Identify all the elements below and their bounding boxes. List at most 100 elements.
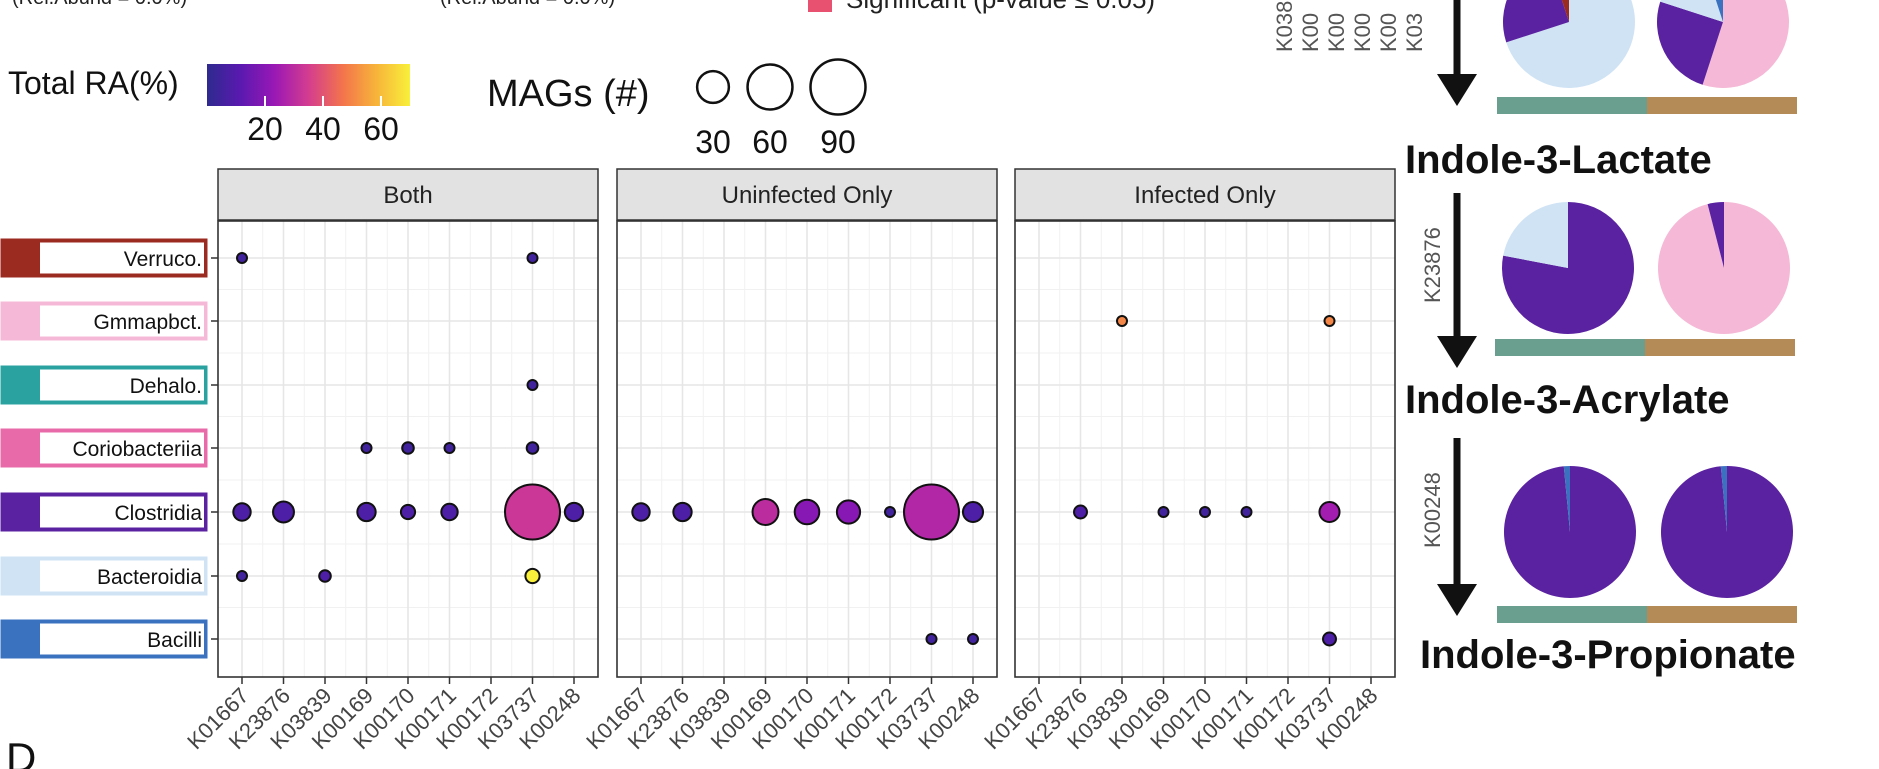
mags-size-legend: 30 60 90: [695, 58, 867, 160]
bubble-point: [563, 501, 585, 523]
class-label-box: [40, 305, 204, 337]
facet-label: Uninfected Only: [722, 182, 893, 209]
total-ra-colorbar: [207, 64, 410, 106]
total-ra-ticks: 20 40 60: [247, 96, 399, 147]
class-label-box: [40, 369, 204, 401]
y-class-label: Bacilli: [147, 629, 202, 652]
pathway-partial-code: K00: [1350, 13, 1375, 52]
facet-strip: [217, 168, 599, 221]
bubble-point: [1073, 504, 1088, 520]
pathway-partial-code: K00: [1298, 13, 1323, 52]
class-label-box: [40, 560, 204, 592]
bubble-point: [236, 570, 248, 582]
facet-strip: [616, 168, 998, 221]
uninfected-group-bar: [1497, 97, 1647, 114]
pathway-product-label: Indole-3-Lactate: [1405, 138, 1712, 182]
pie-slice: [1707, 202, 1724, 268]
uninfected-group-bar: [1497, 606, 1647, 623]
bubble-point: [751, 498, 780, 526]
pie-slice: [1702, 0, 1789, 88]
bubble-point: [525, 441, 540, 455]
bubble-point: [318, 569, 332, 583]
bubble-point: [232, 502, 252, 522]
bubble-point: [440, 502, 459, 522]
bubble-point: [443, 442, 456, 454]
pathway-panel: K038 K00 K00 K00 K00 K03K23876K00248Indole-3-…: [1272, 0, 1797, 677]
pie-slice: [1561, 0, 1569, 22]
bubble-point: [360, 442, 373, 454]
bubble-point: [401, 441, 415, 455]
pathway-partial-code: K03: [1402, 13, 1427, 52]
pathway-partial-code: K038: [1272, 1, 1297, 52]
mags-legend-circle: [746, 63, 794, 111]
pathway-product-label: Indole-3-Acrylate: [1405, 378, 1730, 422]
mags-legend-label: 60: [752, 124, 788, 160]
pathway-arrow-head: [1437, 74, 1477, 106]
bubble-point: [672, 501, 693, 523]
pathway-product-label: Indole-3-Propionate: [1420, 633, 1796, 677]
mags-legend-label: 90: [820, 124, 856, 160]
infected-group-bar: [1645, 339, 1795, 356]
class-label-box: [40, 432, 204, 464]
bubble-point: [1322, 631, 1337, 647]
bubble-point: [526, 379, 539, 391]
bubble-point: [1240, 506, 1253, 518]
pathway-partial-code: K00: [1324, 13, 1349, 52]
infected-group-bar: [1647, 97, 1797, 114]
pathway-arrow-head: [1437, 584, 1477, 616]
y-class-label: Bacteroidia: [97, 566, 202, 589]
y-class-label: Clostridia: [114, 502, 202, 525]
bubble-point: [925, 632, 938, 646]
pie-slice: [1715, 0, 1723, 22]
bubble-point: [526, 252, 539, 264]
partial-rel-abund-left: (Rel.Abund = 0.0%): [12, 0, 187, 9]
bubble-point: [1199, 506, 1211, 518]
pie-slice: [1720, 466, 1727, 532]
bubble-point: [272, 500, 295, 524]
bubble-chart: BothK01667K23876K03839K00169K00170K00171…: [0, 168, 1396, 754]
bubble-point: [236, 252, 248, 264]
bubble-point: [524, 567, 541, 585]
pie-slice: [1657, 1, 1723, 85]
facet-label: Infected Only: [1134, 182, 1275, 209]
y-class-label: Gmmapbct.: [93, 311, 202, 334]
pie-slice: [1502, 202, 1635, 334]
panel-letter: D: [6, 734, 36, 769]
pathway-enzyme-label: K00248: [1420, 472, 1445, 548]
significant-label: Significant (p-value ≤ 0.05): [846, 0, 1155, 14]
mags-legend-circle: [695, 69, 731, 105]
mags-legend-label: 30: [695, 124, 731, 160]
mags-title: MAGs (#): [487, 73, 650, 115]
class-label-box: [40, 496, 204, 528]
pie-slice: [1563, 466, 1570, 532]
y-class-label: Verruco.: [124, 248, 202, 271]
bubble-point: [903, 483, 960, 541]
pie-slice: [1503, 202, 1568, 268]
bubble-point: [1116, 315, 1128, 327]
bubble-point: [1157, 506, 1170, 518]
class-label-box: [40, 242, 204, 274]
bubble-point: [961, 500, 985, 524]
bubble-point: [967, 633, 979, 645]
bubble-point: [631, 502, 651, 522]
total-ra-tick-label: 60: [363, 111, 399, 147]
uninfected-group-bar: [1495, 339, 1645, 356]
mags-legend-circle: [809, 58, 867, 116]
pie-slice: [1660, 0, 1723, 22]
partial-rel-abund-right: (Rel.Abund = 0.0%): [440, 0, 615, 9]
bubble-point: [793, 498, 821, 526]
y-class-label: Coriobacteriia: [72, 438, 202, 461]
total-ra-tick-label: 40: [305, 111, 341, 147]
y-class-label: Dehalo.: [130, 375, 202, 398]
bubble-point: [884, 506, 896, 518]
bubble-point: [1323, 315, 1336, 327]
pie-slice: [1506, 0, 1635, 88]
bubble-point: [399, 503, 417, 521]
bubble-point: [835, 499, 862, 525]
bubble-point: [1318, 500, 1341, 524]
pie-slice: [1660, 466, 1793, 598]
pathway-enzyme-label: K23876: [1420, 227, 1445, 303]
infected-group-bar: [1647, 606, 1797, 623]
bubble-point: [504, 483, 561, 541]
